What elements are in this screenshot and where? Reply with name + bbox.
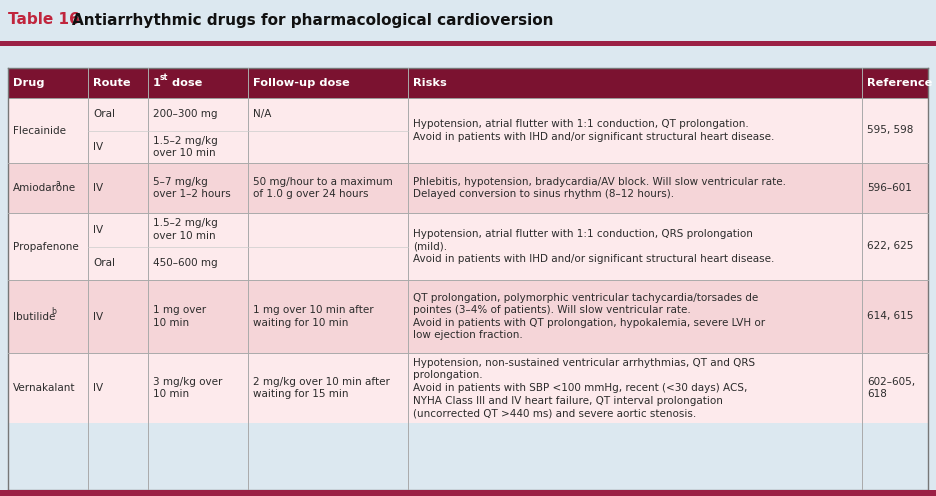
Text: over 1–2 hours: over 1–2 hours <box>153 189 231 199</box>
Text: over 10 min: over 10 min <box>153 148 215 158</box>
Bar <box>8 280 928 353</box>
Text: Avoid in patients with IHD and/or significant structural heart disease.: Avoid in patients with IHD and/or signif… <box>413 254 774 264</box>
Bar <box>0 0 936 46</box>
Bar <box>0 46 936 68</box>
Text: Route: Route <box>93 78 131 88</box>
Text: 595, 598: 595, 598 <box>867 125 914 135</box>
Bar <box>8 68 928 98</box>
Text: Flecainide: Flecainide <box>13 125 66 135</box>
Text: 1 mg over 10 min after: 1 mg over 10 min after <box>253 305 373 315</box>
Text: Avoid in patients with IHD and/or significant structural heart disease.: Avoid in patients with IHD and/or signif… <box>413 132 774 142</box>
Bar <box>0 41 936 46</box>
Text: 614, 615: 614, 615 <box>867 311 914 321</box>
Text: dose: dose <box>168 78 202 88</box>
Text: (mild).: (mild). <box>413 242 447 251</box>
Text: 618: 618 <box>867 389 887 399</box>
Text: NYHA Class III and IV heart failure, QT interval prolongation: NYHA Class III and IV heart failure, QT … <box>413 395 723 406</box>
Bar <box>8 98 928 163</box>
Text: IV: IV <box>93 383 103 393</box>
Text: Drug: Drug <box>13 78 45 88</box>
Text: 10 min: 10 min <box>153 389 189 399</box>
Text: Phlebitis, hypotension, bradycardia/AV block. Will slow ventricular rate.: Phlebitis, hypotension, bradycardia/AV b… <box>413 177 786 187</box>
Text: Avoid in patients with SBP <100 mmHg, recent (<30 days) ACS,: Avoid in patients with SBP <100 mmHg, re… <box>413 383 747 393</box>
Text: 2 mg/kg over 10 min after: 2 mg/kg over 10 min after <box>253 377 390 387</box>
Text: 3 mg/kg over: 3 mg/kg over <box>153 377 223 387</box>
Text: IV: IV <box>93 225 103 235</box>
Text: Oral: Oral <box>93 109 115 119</box>
Text: Propafenone: Propafenone <box>13 242 79 251</box>
Text: 50 mg/hour to a maximum: 50 mg/hour to a maximum <box>253 177 393 187</box>
Text: waiting for 10 min: waiting for 10 min <box>253 318 348 328</box>
Text: 1: 1 <box>153 78 161 88</box>
Text: Hypotension, atrial flutter with 1:1 conduction, QRS prolongation: Hypotension, atrial flutter with 1:1 con… <box>413 229 753 239</box>
Text: Avoid in patients with QT prolongation, hypokalemia, severe LVH or: Avoid in patients with QT prolongation, … <box>413 318 765 328</box>
Bar <box>8 213 928 280</box>
Text: 1 mg over: 1 mg over <box>153 305 206 315</box>
Text: 596–601: 596–601 <box>867 183 912 193</box>
Text: Oral: Oral <box>93 258 115 268</box>
Text: 602–605,: 602–605, <box>867 377 915 387</box>
Text: a: a <box>56 179 61 187</box>
Text: Hypotension, atrial flutter with 1:1 conduction, QT prolongation.: Hypotension, atrial flutter with 1:1 con… <box>413 119 749 129</box>
Text: Delayed conversion to sinus rhythm (8–12 hours).: Delayed conversion to sinus rhythm (8–12… <box>413 189 674 199</box>
Bar <box>0 490 936 496</box>
Text: QT prolongation, polymorphic ventricular tachycardia/torsades de: QT prolongation, polymorphic ventricular… <box>413 293 758 303</box>
Text: IV: IV <box>93 142 103 152</box>
Text: 450–600 mg: 450–600 mg <box>153 258 218 268</box>
Text: N/A: N/A <box>253 109 271 119</box>
Text: over 10 min: over 10 min <box>153 231 215 241</box>
Bar <box>8 163 928 213</box>
Text: Amiodarone: Amiodarone <box>13 183 76 193</box>
Text: 5–7 mg/kg: 5–7 mg/kg <box>153 177 208 187</box>
Text: waiting for 15 min: waiting for 15 min <box>253 389 348 399</box>
Text: Follow-up dose: Follow-up dose <box>253 78 350 88</box>
Text: b: b <box>51 307 56 316</box>
Text: st: st <box>160 73 168 82</box>
Text: 10 min: 10 min <box>153 318 189 328</box>
Text: Vernakalant: Vernakalant <box>13 383 76 393</box>
Text: Ibutilide: Ibutilide <box>13 311 55 321</box>
Text: (uncorrected QT >440 ms) and severe aortic stenosis.: (uncorrected QT >440 ms) and severe aort… <box>413 408 696 418</box>
Text: Antiarrhythmic drugs for pharmacological cardioversion: Antiarrhythmic drugs for pharmacological… <box>72 12 553 27</box>
Text: Risks: Risks <box>413 78 446 88</box>
Text: 1.5–2 mg/kg: 1.5–2 mg/kg <box>153 135 218 145</box>
Text: Table 16: Table 16 <box>8 12 80 27</box>
Text: prolongation.: prolongation. <box>413 371 483 380</box>
Text: of 1.0 g over 24 hours: of 1.0 g over 24 hours <box>253 189 369 199</box>
Text: IV: IV <box>93 183 103 193</box>
Text: 200–300 mg: 200–300 mg <box>153 109 217 119</box>
Text: pointes (3–4% of patients). Will slow ventricular rate.: pointes (3–4% of patients). Will slow ve… <box>413 305 691 315</box>
Text: 622, 625: 622, 625 <box>867 242 914 251</box>
Text: Reference: Reference <box>867 78 932 88</box>
Text: 1.5–2 mg/kg: 1.5–2 mg/kg <box>153 219 218 229</box>
Bar <box>8 353 928 423</box>
Text: low ejection fraction.: low ejection fraction. <box>413 330 522 340</box>
Text: Hypotension, non-sustained ventricular arrhythmias, QT and QRS: Hypotension, non-sustained ventricular a… <box>413 358 755 368</box>
Text: IV: IV <box>93 311 103 321</box>
